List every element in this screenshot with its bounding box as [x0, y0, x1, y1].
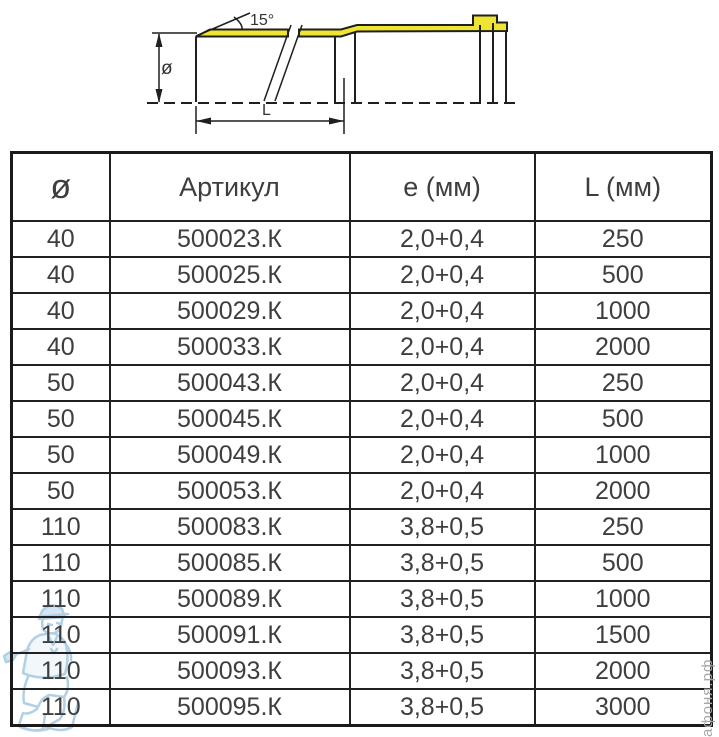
- table-cell-article: 500083.К: [108, 508, 351, 546]
- length-arrow-left: [196, 117, 211, 125]
- table-cell-article: 500045.К: [108, 400, 351, 438]
- table-cell-diameter: 110: [10, 688, 111, 727]
- table-cell-diameter: 40: [10, 256, 111, 294]
- table-cell-l: 1500: [533, 616, 713, 654]
- header-length: L (мм): [533, 151, 713, 222]
- table-body: 40 500023.К 2,0+0,4 250 40 500025.К 2,0+0,4 500…: [10, 220, 713, 727]
- table-cell-diameter: 110: [10, 544, 111, 582]
- table-cell-diameter: 110: [10, 508, 111, 546]
- table-row: 110 500083.К 3,8+0,5 250: [10, 508, 713, 546]
- table-cell-diameter: 110: [10, 580, 111, 618]
- table-cell-l: 250: [533, 220, 713, 258]
- table-cell-l: 1000: [533, 580, 713, 618]
- table-cell-diameter: 110: [10, 652, 111, 690]
- table-cell-l: 1000: [533, 292, 713, 330]
- table-cell-l: 500: [533, 256, 713, 294]
- table-cell-e: 3,8+0,5: [348, 580, 536, 618]
- table-cell-l: 1000: [533, 436, 713, 474]
- break-line-1: [263, 24, 292, 102]
- diameter-label: ø: [161, 58, 173, 79]
- table-cell-diameter: 50: [10, 364, 111, 402]
- table-cell-diameter: 40: [10, 220, 111, 258]
- table-cell-article: 500029.К: [108, 292, 351, 330]
- table-cell-article: 500091.К: [108, 616, 351, 654]
- table-row: 40 500029.К 2,0+0,4 1000: [10, 292, 713, 330]
- table-row: 110 500095.К 3,8+0,5 3000: [10, 688, 713, 727]
- site-watermark: афоня.рф: [699, 658, 716, 737]
- pipe-diagram: 15° ø L: [147, 12, 521, 134]
- length-label: L: [262, 102, 271, 119]
- angle-label: 15°: [250, 12, 274, 29]
- table-row: 50 500049.К 2,0+0,4 1000: [10, 436, 713, 474]
- table-cell-l: 500: [533, 544, 713, 582]
- table-cell-e: 2,0+0,4: [348, 400, 536, 438]
- angle-arc: [233, 16, 243, 31]
- table-cell-e: 2,0+0,4: [348, 256, 536, 294]
- pipe-wall-socket: [298, 14, 508, 38]
- table-row: 110 500085.К 3,8+0,5 500: [10, 544, 713, 582]
- table-cell-e: 2,0+0,4: [348, 220, 536, 258]
- table-cell-l: 2000: [533, 472, 713, 510]
- table-cell-article: 500053.К: [108, 472, 351, 510]
- table-cell-e: 3,8+0,5: [348, 652, 536, 690]
- table-cell-l: 250: [533, 508, 713, 546]
- table-row: 40 500023.К 2,0+0,4 250: [10, 220, 713, 258]
- table-row: 110 500093.К 3,8+0,5 2000: [10, 652, 713, 690]
- chamfer-reference-line: [195, 12, 251, 37]
- table-cell-e: 2,0+0,4: [348, 472, 536, 510]
- table-cell-e: 3,8+0,5: [348, 508, 536, 546]
- table-cell-e: 2,0+0,4: [348, 328, 536, 366]
- diameter-arrow-down: [155, 89, 163, 103]
- table-row: 110 500089.К 3,8+0,5 1000: [10, 580, 713, 618]
- table-cell-e: 3,8+0,5: [348, 616, 536, 654]
- table-cell-e: 2,0+0,4: [348, 436, 536, 474]
- table-cell-article: 500049.К: [108, 436, 351, 474]
- table-cell-l: 250: [533, 364, 713, 402]
- table-cell-l: 3000: [533, 688, 713, 727]
- table-cell-e: 3,8+0,5: [348, 688, 536, 727]
- table-cell-e: 3,8+0,5: [348, 544, 536, 582]
- table-row: 40 500025.К 2,0+0,4 500: [10, 256, 713, 294]
- table-cell-article: 500033.К: [108, 328, 351, 366]
- table-cell-l: 2000: [533, 328, 713, 366]
- pipe-spec-table: ø Артикул e (мм) L (мм) 40 500023.К 2,0+0,…: [10, 151, 713, 727]
- header-diameter: ø: [10, 151, 111, 222]
- table-cell-l: 500: [533, 400, 713, 438]
- table-cell-article: 500025.К: [108, 256, 351, 294]
- table-row: 50 500043.К 2,0+0,4 250: [10, 364, 713, 402]
- header-wall-thickness: e (мм): [348, 151, 536, 222]
- diameter-arrow-up: [155, 33, 163, 47]
- table-row: 50 500053.К 2,0+0,4 2000: [10, 472, 713, 510]
- header-article: Артикул: [108, 151, 351, 222]
- table-cell-l: 2000: [533, 652, 713, 690]
- table-row: 50 500045.К 2,0+0,4 500: [10, 400, 713, 438]
- mascot-boot: [18, 725, 50, 732]
- break-line-2: [274, 24, 303, 102]
- table-row: 110 500091.К 3,8+0,5 1500: [10, 616, 713, 654]
- table-header-row: ø Артикул e (мм) L (мм): [10, 151, 713, 222]
- table-cell-article: 500093.К: [108, 652, 351, 690]
- table-cell-article: 500043.К: [108, 364, 351, 402]
- table-cell-diameter: 50: [10, 400, 111, 438]
- table-cell-article: 500023.К: [108, 220, 351, 258]
- table-cell-diameter: 40: [10, 292, 111, 330]
- table-cell-e: 2,0+0,4: [348, 364, 536, 402]
- table-cell-article: 500095.К: [108, 688, 351, 727]
- table-cell-article: 500085.К: [108, 544, 351, 582]
- table-cell-diameter: 50: [10, 472, 111, 510]
- table-cell-article: 500089.К: [108, 580, 351, 618]
- table-cell-diameter: 110: [10, 616, 111, 654]
- length-arrow-right: [329, 117, 344, 125]
- table-row: 40 500033.К 2,0+0,4 2000: [10, 328, 713, 366]
- table-cell-diameter: 50: [10, 436, 111, 474]
- table-cell-e: 2,0+0,4: [348, 292, 536, 330]
- table-cell-diameter: 40: [10, 328, 111, 366]
